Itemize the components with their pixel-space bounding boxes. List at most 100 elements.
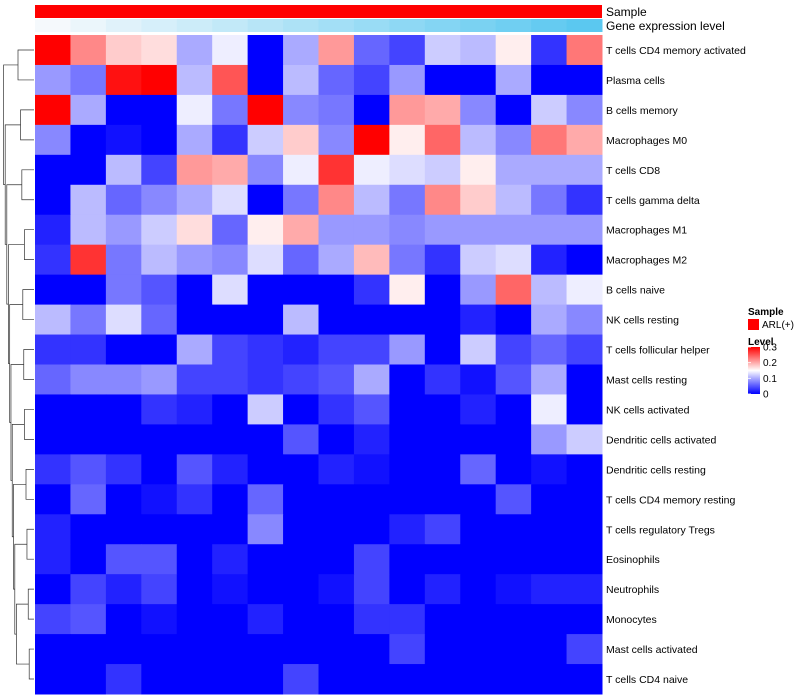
heatmap-cell	[531, 64, 568, 96]
heatmap-cell	[531, 574, 568, 605]
heatmap-cell	[212, 364, 249, 395]
heatmap-cell	[495, 454, 532, 485]
heatmap-cell	[141, 664, 178, 695]
heatmap-cell	[424, 214, 461, 246]
heatmap-cell	[141, 154, 178, 186]
heatmap-cell	[283, 334, 319, 365]
heatmap-cell	[566, 454, 603, 485]
heatmap-cell	[318, 544, 355, 575]
heatmap-cell	[212, 394, 249, 425]
heatmap-cell	[353, 544, 390, 575]
heatmap-cell	[318, 364, 355, 395]
heatmap-cell	[495, 664, 532, 695]
heatmap-cell	[105, 664, 142, 695]
heatmap-cell	[566, 604, 603, 635]
heatmap-cell	[318, 634, 355, 665]
row-label: B cells memory	[606, 105, 679, 117]
expression-track-cell	[531, 19, 568, 32]
heatmap-cell	[35, 334, 71, 365]
heatmap-cell	[105, 184, 142, 216]
heatmap-cell	[105, 214, 142, 246]
heatmap-cell	[566, 124, 603, 156]
heatmap-cell	[353, 214, 390, 246]
heatmap-cell	[389, 304, 426, 336]
heatmap-cell	[141, 544, 178, 575]
heatmap-cell	[283, 454, 319, 485]
dendrogram-link	[10, 364, 24, 481]
heatmap-cell	[460, 634, 497, 665]
heatmap-cell	[35, 274, 71, 306]
heatmap-cell	[566, 574, 603, 605]
heatmap-cell	[318, 334, 355, 365]
heatmap-cell	[318, 484, 355, 515]
heatmap-cell	[283, 154, 319, 186]
heatmap-cell	[531, 454, 568, 485]
heatmap-cell	[212, 604, 249, 635]
heatmap-cell	[70, 454, 107, 485]
heatmap-cell	[176, 424, 213, 455]
expression-track-cell	[424, 19, 461, 32]
heatmap-cell	[424, 35, 461, 66]
heatmap-cell	[141, 634, 178, 665]
heatmap-cell	[176, 574, 213, 605]
heatmap-cell	[141, 454, 178, 485]
heatmap-cell	[424, 484, 461, 515]
heatmap-cell	[566, 334, 603, 365]
heatmap-cell	[495, 94, 532, 126]
heatmap-cell	[141, 364, 178, 395]
heatmap-cell	[212, 35, 249, 66]
heatmap-cell	[566, 304, 603, 336]
dendrogram-link	[20, 109, 34, 141]
heatmap-cell	[283, 514, 319, 545]
heatmap-cell	[176, 364, 213, 395]
legend-tick-label: 0.1	[763, 374, 777, 385]
legend-sample-swatch	[748, 319, 759, 330]
heatmap-cell	[389, 214, 426, 246]
heatmap-cell	[460, 604, 497, 635]
heatmap-cell	[283, 214, 319, 246]
heatmap-cell	[389, 184, 426, 216]
heatmap-cell	[70, 154, 107, 186]
heatmap-cell	[70, 124, 107, 156]
heatmap-cell	[176, 514, 213, 545]
row-label: Dendritic cells resting	[606, 464, 706, 476]
heatmap-cell	[495, 394, 532, 425]
row-label: Monocytes	[606, 614, 657, 626]
heatmap-cell	[35, 394, 71, 425]
heatmap-cell	[176, 244, 213, 276]
heatmap-cell	[531, 424, 568, 455]
heatmap-cell	[353, 274, 390, 306]
heatmap-cell	[353, 334, 390, 365]
heatmap-cell	[70, 634, 107, 665]
heatmap-cell	[424, 64, 461, 96]
heatmap-cell	[141, 64, 178, 96]
heatmap-cell	[495, 424, 532, 455]
heatmap-cell	[353, 244, 390, 276]
heatmap-cell	[141, 214, 178, 246]
expression-track-cell	[460, 19, 497, 32]
heatmap-cell	[353, 124, 390, 156]
row-label: T cells regulatory Tregs	[606, 524, 715, 536]
heatmap-cell	[495, 154, 532, 186]
heatmap-cell	[212, 154, 249, 186]
heatmap-cell	[176, 94, 213, 126]
row-label: Neutrophils	[606, 584, 659, 596]
expression-track-cell	[35, 19, 71, 32]
heatmap-cell	[566, 424, 603, 455]
heatmap-cell	[389, 574, 426, 605]
heatmap-cell	[318, 664, 355, 695]
heatmap-cell	[495, 334, 532, 365]
row-label: Macrophages M2	[606, 255, 687, 267]
heatmap-cell	[35, 664, 71, 695]
heatmap-cell	[531, 214, 568, 246]
heatmap-cell	[283, 634, 319, 665]
heatmap-cell	[141, 574, 178, 605]
expression-track-cell	[283, 19, 319, 32]
heatmap-cell	[318, 604, 355, 635]
heatmap-cell	[212, 484, 249, 515]
heatmap-cell	[566, 394, 603, 425]
legend-sample-entry: ARL(+)	[762, 320, 794, 331]
heatmap-cell	[35, 184, 71, 216]
